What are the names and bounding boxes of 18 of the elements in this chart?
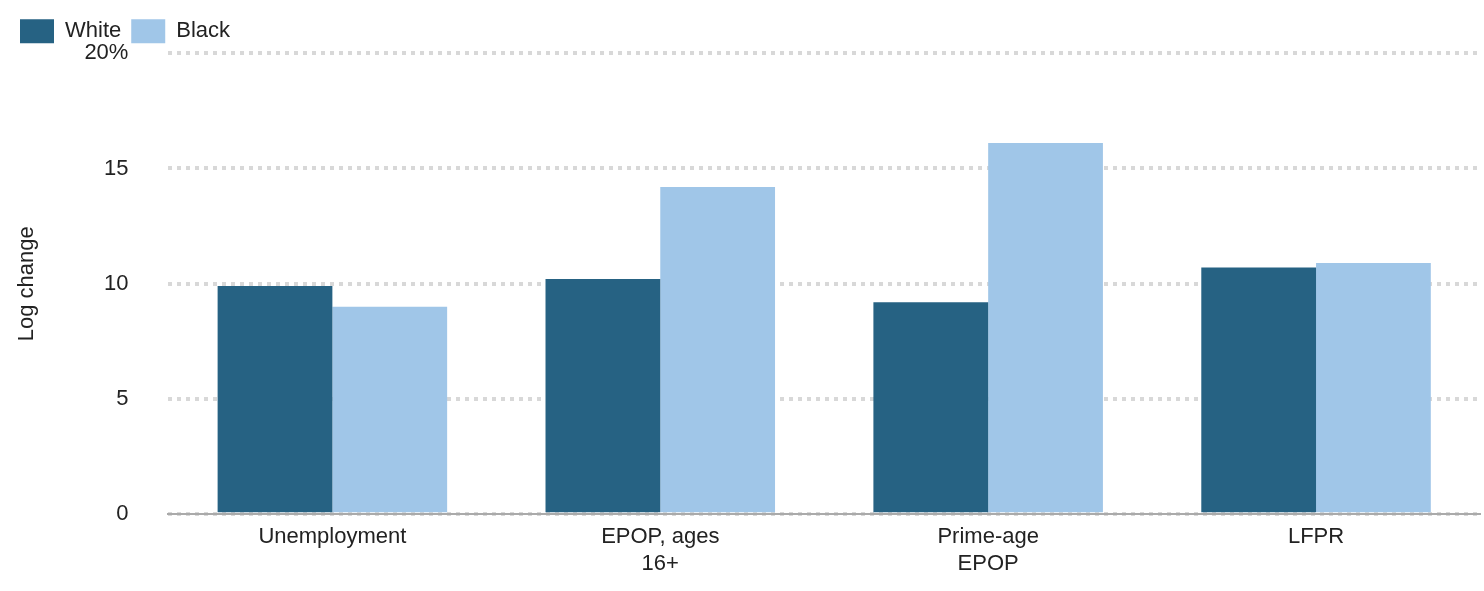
bar — [1316, 262, 1431, 513]
x-tick-label: LFPR — [1287, 523, 1345, 549]
x-tick-label: EPOP, ages 16+ — [601, 523, 720, 575]
x-tick-label: Unemployment — [258, 523, 407, 549]
bar — [873, 302, 989, 513]
y-axis-title: Log change — [13, 226, 39, 342]
y-tick-label: 0 — [116, 500, 129, 526]
bar — [545, 279, 661, 513]
bar — [217, 286, 333, 513]
y-tick-label: 15 — [103, 154, 129, 180]
bar — [1201, 267, 1317, 513]
y-tick-label: 5 — [116, 385, 129, 411]
y-tick-label: 10 — [103, 269, 129, 295]
bar — [332, 306, 448, 513]
bar — [660, 186, 776, 513]
legend-label: Black — [176, 17, 232, 43]
bar — [988, 143, 1103, 513]
x-tick-label: Prime-age EPOP — [937, 523, 1039, 575]
